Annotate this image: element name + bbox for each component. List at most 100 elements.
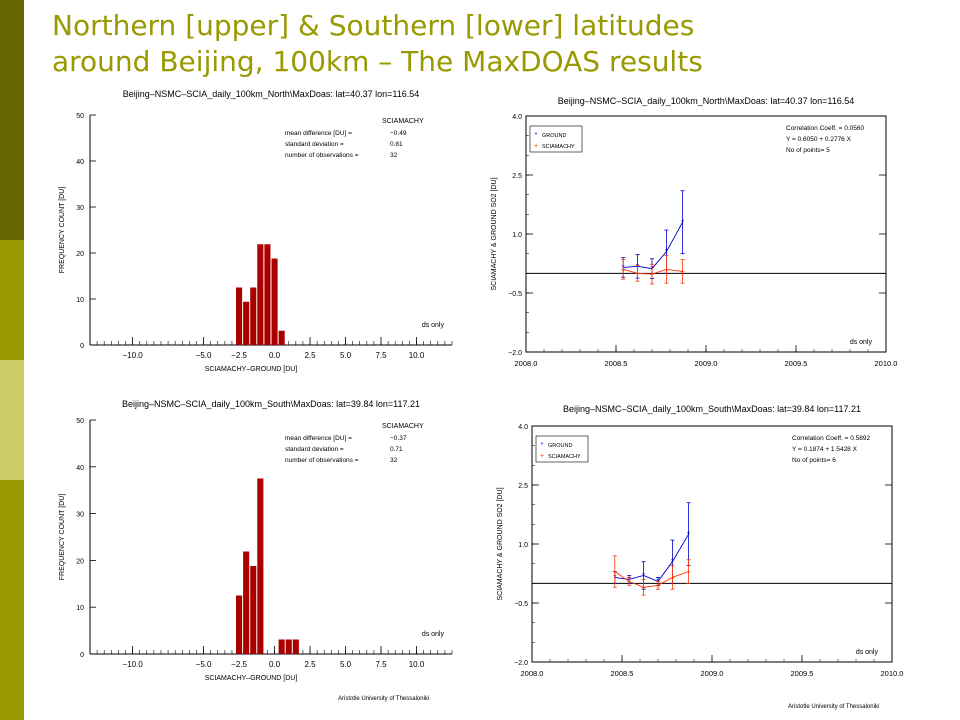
legend-marker: + <box>534 143 538 150</box>
x-tick-label: 0.0 <box>269 351 281 360</box>
y-tick-label: 20 <box>76 251 84 258</box>
y-tick-label: 1.0 <box>512 232 522 239</box>
data-point-marker: + <box>656 581 661 590</box>
x-tick-label: 2009.0 <box>695 359 718 368</box>
y-axis-label: SCIAMACHY & GROUND SO2 [DU] <box>497 487 504 600</box>
y-tick-label: 50 <box>76 418 84 425</box>
data-point-marker: * <box>671 558 674 567</box>
x-tick-label: 2010.0 <box>881 669 904 678</box>
legend-box <box>535 435 589 463</box>
histogram-bar <box>271 258 278 345</box>
y-tick-label: 4.0 <box>518 424 528 431</box>
x-tick-label: 2.5 <box>304 351 316 360</box>
stats-value: −0.49 <box>390 130 407 137</box>
stats-value: −0.37 <box>390 435 407 442</box>
y-tick-label: −0.5 <box>508 291 522 298</box>
histogram-bar <box>250 287 257 345</box>
stats-text: Y = 0.6050 + 0.2776 X <box>786 136 852 143</box>
data-point-marker: + <box>664 265 669 274</box>
stats-label: number of observations = <box>285 152 359 159</box>
histogram-bar <box>257 244 264 345</box>
data-point-marker: * <box>687 530 690 539</box>
data-point-marker: + <box>621 265 626 274</box>
stats-value: 32 <box>390 152 398 159</box>
chart-title: Beijing–NSMC–SCIA_daily_100km_South\MaxD… <box>122 399 420 409</box>
x-tick-label: 2009.5 <box>791 669 814 678</box>
x-tick-label: −2.5 <box>231 351 247 360</box>
histogram-bar <box>257 478 264 654</box>
y-axis-label: SCIAMACHY & GROUND SO2 [DU] <box>491 177 498 290</box>
slide-title-line-2: around Beijing, 100km – The MaxDOAS resu… <box>52 45 703 78</box>
legend-marker: * <box>535 132 538 139</box>
stats-text: Correlation Coeff. = 0.0560 <box>786 125 864 132</box>
x-tick-label: 10.0 <box>409 351 425 360</box>
legend-label: SCIAMACHY <box>542 144 575 150</box>
x-tick-label: 5.0 <box>340 351 352 360</box>
stats-label: number of observations = <box>285 457 359 464</box>
x-tick-label: 2009.0 <box>701 669 724 678</box>
note-label: ds only <box>850 339 873 346</box>
histogram-bar <box>285 639 292 654</box>
data-point-marker: + <box>680 267 685 276</box>
stats-value: 0.81 <box>390 141 403 148</box>
x-tick-label: −5.0 <box>196 660 212 669</box>
y-axis-label: FREQUENCY COUNT [DU] <box>59 494 66 581</box>
slide-title: Northern [upper] & Southern [lower] lati… <box>52 8 952 80</box>
x-tick-label: 2009.5 <box>785 359 808 368</box>
series-line-ground <box>614 533 689 582</box>
x-tick-label: 2008.5 <box>611 669 634 678</box>
data-point-marker: + <box>686 568 691 577</box>
stats-value: 0.71 <box>390 446 403 453</box>
stats-value: 32 <box>390 457 398 464</box>
stats-label: mean difference [DU] = <box>285 130 352 137</box>
histogram-bar <box>264 244 271 345</box>
y-tick-label: 50 <box>76 113 84 120</box>
legend-marker: * <box>541 442 544 449</box>
sidebar-color-bar <box>0 0 24 720</box>
histogram-bar <box>278 330 285 345</box>
timeseries-north-panel: Beijing–NSMC–SCIA_daily_100km_North\MaxD… <box>478 92 910 382</box>
histogram-south-chart: Beijing–NSMC–SCIA_daily_100km_South\MaxD… <box>59 399 453 682</box>
legend-label: SCIAMACHY <box>548 454 581 460</box>
x-tick-label: 2008.0 <box>521 669 544 678</box>
histogram-bar <box>292 639 299 654</box>
y-tick-label: 2.5 <box>512 173 522 180</box>
credit-text-right: Aristotle University of Thessaloniki <box>788 704 880 710</box>
x-axis-label: SCIAMACHY–GROUND [DU] <box>205 366 298 373</box>
x-tick-label: 2008.5 <box>605 359 628 368</box>
y-tick-label: 0 <box>80 343 84 350</box>
legend-label: GROUND <box>542 133 566 139</box>
sidebar-segment-1 <box>0 0 24 240</box>
histogram-bar <box>278 639 285 654</box>
y-tick-label: 10 <box>76 297 84 304</box>
stats-text: Correlation Coeff. = 0.5892 <box>792 435 870 442</box>
y-tick-label: 1.0 <box>518 542 528 549</box>
x-tick-label: 2.5 <box>304 660 316 669</box>
y-tick-label: 30 <box>76 512 84 519</box>
histogram-north-panel: Beijing–NSMC–SCIA_daily_100km_North\MaxD… <box>48 86 460 388</box>
note-label: ds only <box>422 322 445 329</box>
slide-title-line-1: Northern [upper] & Southern [lower] lati… <box>52 9 695 42</box>
timeseries-south-panel: Beijing–NSMC–SCIA_daily_100km_South\MaxD… <box>486 400 916 686</box>
data-point-marker: + <box>627 577 632 586</box>
series-line-sciamachy <box>614 571 689 588</box>
data-point-marker: + <box>670 573 675 582</box>
histogram-north-chart: Beijing–NSMC–SCIA_daily_100km_North\MaxD… <box>59 89 453 373</box>
sidebar-segment-4 <box>0 480 24 720</box>
x-tick-label: −10.0 <box>122 660 143 669</box>
y-tick-label: 30 <box>76 205 84 212</box>
x-tick-label: −10.0 <box>122 351 143 360</box>
x-tick-label: 7.5 <box>375 660 387 669</box>
note-label: ds only <box>422 631 445 638</box>
legend-box <box>529 125 583 153</box>
y-tick-label: 20 <box>76 558 84 565</box>
data-point-marker: + <box>635 269 640 278</box>
y-tick-label: 0 <box>80 652 84 659</box>
histogram-bar <box>250 566 257 654</box>
y-tick-label: −2.0 <box>508 350 522 357</box>
data-point-marker: * <box>665 248 668 257</box>
y-tick-label: 40 <box>76 465 84 472</box>
note-label: ds only <box>856 649 879 656</box>
stats-label: mean difference [DU] = <box>285 435 352 442</box>
y-axis-label: FREQUENCY COUNT [DU] <box>59 187 66 274</box>
